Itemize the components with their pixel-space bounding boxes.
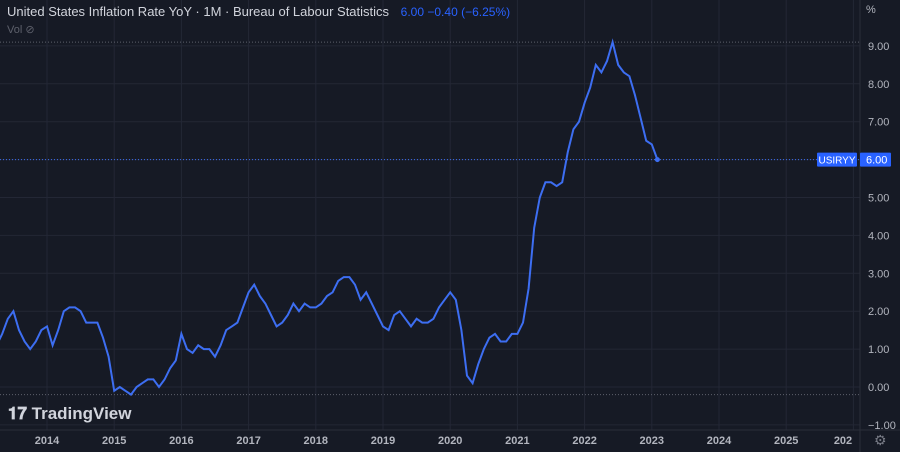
- tv-logo-icon: 𝟏𝟕: [8, 404, 32, 423]
- last-value: 6.00: [400, 5, 425, 19]
- y-tick-label: 9.00: [868, 41, 889, 53]
- x-tick-label: 2017: [236, 435, 260, 447]
- chart-legend: United States Inflation Rate YoY · 1M · …: [7, 4, 510, 19]
- series-label: USIRYY: [818, 156, 855, 167]
- x-tick-label: 202: [834, 435, 852, 447]
- y-tick-label: 0.00: [868, 382, 889, 394]
- x-tick-label: 2024: [707, 435, 732, 447]
- unit-label: %: [866, 4, 876, 16]
- y-tick-label: 4.00: [868, 230, 889, 242]
- series-label-box: [817, 152, 857, 167]
- tradingview-logo[interactable]: 𝟏𝟕 TradingView: [8, 404, 132, 423]
- y-tick-label: −1.00: [868, 420, 896, 432]
- x-tick-label: 2025: [774, 435, 798, 447]
- x-tick-label: 2021: [505, 435, 529, 447]
- x-tick-label: 2018: [304, 435, 328, 447]
- x-tick-label: 2022: [572, 435, 596, 447]
- x-tick-label: 2020: [438, 435, 462, 447]
- change-percent: (−6.25%): [461, 5, 511, 19]
- gear-icon[interactable]: ⚙: [874, 432, 887, 448]
- y-tick-label: 8.00: [868, 79, 889, 91]
- y-tick-label: 2.00: [868, 306, 889, 318]
- last-point-marker: [654, 157, 660, 163]
- eye-crossed-icon[interactable]: ⊘: [25, 24, 35, 36]
- y-tick-label: 7.00: [868, 117, 889, 129]
- last-value-label: 6.00: [866, 155, 887, 167]
- last-value-box: [860, 152, 891, 167]
- y-tick-label: 3.00: [868, 268, 889, 280]
- vol-label: Vol: [7, 24, 23, 36]
- y-tick-label: 1.00: [868, 344, 889, 356]
- series-title: United States Inflation Rate YoY · 1M · …: [7, 4, 390, 19]
- change-value: −0.40: [427, 5, 458, 19]
- x-tick-label: 2023: [640, 435, 664, 447]
- x-tick-label: 2019: [371, 435, 395, 447]
- volume-legend[interactable]: Vol ⊘: [7, 23, 35, 36]
- x-tick-label: 2014: [35, 435, 60, 447]
- x-tick-label: 2015: [102, 435, 126, 447]
- x-tick-label: 2016: [169, 435, 193, 447]
- y-tick-label: 5.00: [868, 193, 889, 205]
- inflation-series-line: [0, 38, 659, 396]
